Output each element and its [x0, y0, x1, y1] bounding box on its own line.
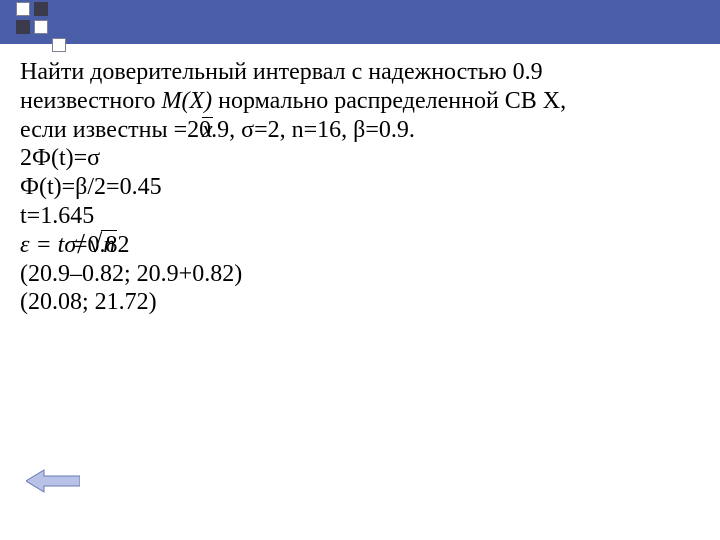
back-arrow-button[interactable]: [26, 468, 80, 494]
text-span: нормально распределенной СВ Х,: [212, 88, 566, 114]
text-line: Найти доверительный интервал с надежност…: [20, 58, 696, 87]
decorative-squares: [16, 2, 66, 52]
text-span: неизвестного: [20, 88, 162, 114]
mx-italic: M(X): [162, 88, 213, 114]
text-span: если известны =: [20, 117, 187, 143]
epsilon-line: =0.82 ε = tσ / √ n: [20, 231, 696, 260]
text-line: (20.9–0.82; 20.9+0.82): [20, 260, 696, 289]
sqrt-symbol: √ n: [88, 230, 117, 260]
text-line: t=1.645: [20, 202, 696, 231]
text-line: неизвестного M(X) нормально распределенн…: [20, 87, 696, 116]
division-slash: /: [76, 228, 86, 262]
square-icon: [34, 20, 48, 34]
header-band: [0, 0, 720, 44]
square-icon: [52, 38, 66, 52]
slide: Найти доверительный интервал с надежност…: [0, 0, 720, 540]
text-line: (20.08; 21.72): [20, 288, 696, 317]
text-span: ε = tσ: [20, 231, 76, 260]
content-body: Найти доверительный интервал с надежност…: [20, 58, 696, 317]
square-icon: [34, 2, 48, 16]
text-span: 20.9, σ=2, n=16, β=0.9.: [187, 117, 415, 143]
square-icon: [16, 20, 30, 34]
text-line: 2Ф(t)=σ: [20, 144, 696, 173]
epsilon-formula: ε = tσ / √ n: [20, 231, 117, 260]
arrow-left-icon: [26, 468, 80, 494]
text-line: Ф(t)=β/2=0.45: [20, 173, 696, 202]
sqrt-content: n: [101, 230, 117, 260]
x-bar-symbol: x: [202, 116, 213, 145]
radical-icon: √: [88, 233, 102, 255]
square-icon: [16, 2, 30, 16]
text-line: если известны =20.9, σ=2, n=16, β=0.9. x: [20, 116, 696, 145]
